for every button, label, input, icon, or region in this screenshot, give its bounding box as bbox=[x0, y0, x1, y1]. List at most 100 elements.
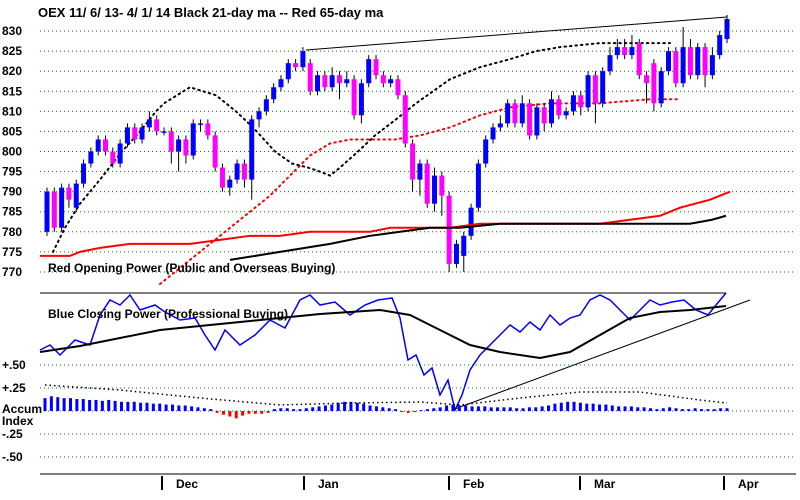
accum-bar bbox=[432, 408, 436, 411]
accum-tick-label: -.50 bbox=[2, 450, 23, 464]
accum-bar bbox=[725, 408, 729, 411]
accum-bar bbox=[177, 405, 181, 411]
accum-bar bbox=[496, 407, 500, 411]
price-candle bbox=[666, 47, 672, 76]
accum-tick-label: +.25 bbox=[2, 381, 26, 395]
accum-bar bbox=[578, 402, 582, 411]
candle-body bbox=[190, 123, 196, 156]
candle-body bbox=[59, 187, 65, 228]
price-candle bbox=[344, 71, 350, 88]
price-candle bbox=[51, 187, 57, 232]
candle-body bbox=[132, 127, 138, 140]
price-candle bbox=[534, 103, 540, 140]
price-tick-label: 795 bbox=[2, 165, 22, 179]
candle-body bbox=[505, 103, 511, 124]
candle-body bbox=[176, 139, 182, 152]
price-tick-label: 810 bbox=[2, 104, 22, 118]
candle-body bbox=[81, 163, 87, 184]
accum-bar bbox=[457, 405, 461, 411]
price-candle bbox=[351, 75, 357, 120]
candle-body bbox=[117, 143, 123, 164]
price-tick-label: 770 bbox=[2, 265, 22, 279]
accum-bar bbox=[604, 404, 608, 411]
candle-body bbox=[307, 63, 313, 92]
month-label: Apr bbox=[738, 477, 759, 491]
price-candle bbox=[329, 67, 335, 92]
candle-body bbox=[607, 55, 613, 72]
price-candle bbox=[132, 123, 138, 144]
price-candle bbox=[44, 187, 50, 236]
price-candle bbox=[249, 115, 255, 200]
accum-bar bbox=[241, 411, 245, 416]
accum-bar bbox=[400, 411, 404, 412]
candle-body bbox=[658, 71, 664, 104]
price-candle bbox=[629, 35, 635, 60]
accum-bar bbox=[196, 407, 200, 411]
candle-body bbox=[336, 75, 342, 84]
accum-bar bbox=[547, 405, 551, 411]
accum-bar bbox=[649, 408, 653, 411]
accum-bar bbox=[572, 401, 576, 411]
price-candle bbox=[256, 107, 262, 128]
accum-bar bbox=[464, 405, 468, 411]
price-candle bbox=[95, 135, 101, 156]
candle-body bbox=[446, 195, 452, 264]
price-candle bbox=[139, 123, 145, 144]
candle-body bbox=[227, 179, 233, 188]
accum-bar bbox=[674, 408, 678, 411]
accum-bar bbox=[298, 409, 302, 411]
price-candle bbox=[439, 171, 445, 216]
accum-bar bbox=[719, 408, 723, 411]
accum-bar bbox=[56, 397, 60, 411]
price-tick-label: 830 bbox=[2, 24, 22, 38]
accum-bar bbox=[304, 408, 308, 411]
price-candle bbox=[146, 111, 152, 132]
candle-body bbox=[534, 107, 540, 136]
candle-body bbox=[439, 175, 445, 196]
accum-bar bbox=[317, 406, 321, 411]
price-candle bbox=[117, 139, 123, 168]
accum-bar bbox=[642, 407, 646, 411]
candle-body bbox=[95, 139, 101, 152]
price-candle bbox=[212, 131, 218, 172]
candle-body bbox=[358, 83, 364, 116]
candle-body bbox=[702, 47, 708, 76]
accum-bar bbox=[515, 408, 519, 411]
accum-bar bbox=[228, 411, 232, 417]
accum-bar bbox=[610, 405, 614, 411]
accum-bar bbox=[139, 402, 143, 411]
opening-power-ma-path bbox=[229, 214, 727, 261]
price-candle bbox=[176, 135, 182, 172]
accum-bar bbox=[272, 409, 276, 411]
price-candle bbox=[702, 43, 708, 88]
price-candle bbox=[285, 59, 291, 84]
month-label: Dec bbox=[176, 477, 198, 491]
accum-bar bbox=[88, 399, 92, 411]
accum-bar bbox=[279, 408, 283, 411]
price-candle bbox=[512, 99, 518, 128]
accum-bar bbox=[202, 408, 206, 411]
accum-bar bbox=[75, 399, 79, 411]
price-tick-label: 780 bbox=[2, 225, 22, 239]
accum-bar bbox=[438, 407, 442, 411]
price-candle bbox=[644, 71, 650, 104]
candle-body bbox=[212, 135, 218, 168]
accum-bar bbox=[527, 407, 531, 411]
opening-power-label: Red Opening Power (Public and Overseas B… bbox=[48, 261, 335, 275]
price-candle bbox=[461, 231, 467, 272]
accum-bar bbox=[107, 399, 111, 411]
price-candle bbox=[102, 135, 108, 156]
candle-body bbox=[453, 243, 459, 264]
price-candle bbox=[717, 31, 723, 60]
accum-bar bbox=[170, 404, 174, 411]
price-tick-label: 820 bbox=[2, 64, 22, 78]
price-candle bbox=[709, 47, 715, 80]
accum-bar bbox=[476, 406, 480, 411]
price-candle bbox=[300, 47, 306, 72]
price-candle bbox=[227, 175, 233, 196]
price-candle bbox=[417, 159, 423, 196]
chart-title: OEX 11/ 6/ 13- 4/ 1/ 14 Black 21-day ma … bbox=[38, 5, 384, 20]
accum-bar bbox=[330, 404, 334, 411]
price-tick-label: 775 bbox=[2, 245, 22, 259]
